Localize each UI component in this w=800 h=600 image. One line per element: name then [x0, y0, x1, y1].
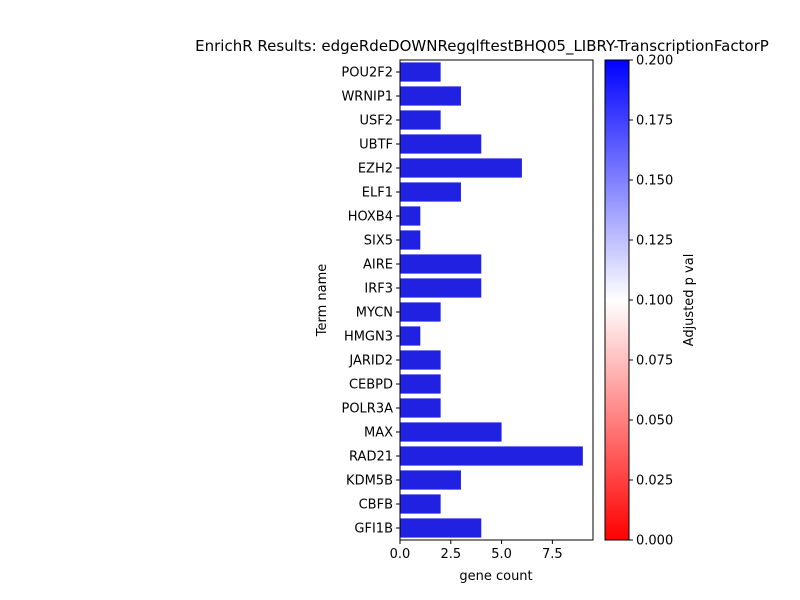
x-axis-label: gene count [459, 569, 532, 584]
y-tick-label: SIX5 [364, 234, 393, 249]
colorbar-tick-label: 0.175 [636, 114, 673, 129]
y-tick-label: EZH2 [358, 162, 393, 177]
colorbar-tick-label: 0.025 [636, 474, 673, 489]
bar-cbfb [400, 494, 441, 514]
y-tick-label: RAD21 [349, 450, 393, 465]
bar-kdm5b [400, 470, 461, 490]
bar-gfi1b [400, 518, 482, 538]
y-tick-label: ELF1 [362, 186, 393, 201]
y-tick-label: POLR3A [341, 402, 393, 417]
x-ticks-group: 0.0 2.5 5.0 7.5 [390, 540, 563, 562]
colorbar-tick-label: 0.000 [636, 534, 673, 549]
x-tick-label: 7.5 [542, 547, 563, 562]
bar-rad21 [400, 446, 583, 466]
bar-polr3a [400, 398, 441, 418]
bar-hmgn3 [400, 326, 421, 346]
colorbar-tick-label: 0.200 [636, 54, 673, 69]
colorbar-label: Adjusted p val [682, 254, 697, 347]
bar-ezh2 [400, 158, 522, 178]
colorbar-ticks-group: 0.000 0.025 0.050 0.075 0.100 0.125 0.150 0.175… [629, 54, 673, 549]
y-tick-label: POU2F2 [341, 66, 393, 81]
bars-group [400, 62, 583, 538]
bar-usf2 [400, 110, 441, 130]
y-tick-label: JARID2 [348, 354, 393, 369]
bar-elf1 [400, 182, 461, 202]
plot-frame [399, 59, 594, 541]
y-tick-label: USF2 [359, 114, 393, 129]
bar-hoxb4 [400, 206, 421, 226]
bar-aire [400, 254, 482, 274]
colorbar-tick-label: 0.075 [636, 354, 673, 369]
colorbar-gradient [605, 60, 629, 540]
x-tick-label: 2.5 [440, 547, 461, 562]
y-tick-label: MYCN [356, 306, 393, 321]
bar-max [400, 422, 502, 442]
x-tick-label: 5.0 [491, 547, 512, 562]
colorbar-tick-label: 0.150 [636, 174, 673, 189]
y-tick-label: CBFB [359, 498, 393, 513]
bar-wrnip1 [400, 86, 461, 106]
bar-pou2f2 [400, 62, 441, 82]
colorbar-tick-label: 0.050 [636, 414, 673, 429]
y-tick-label: WRNIP1 [341, 90, 393, 105]
y-tick-label: AIRE [363, 258, 393, 273]
y-tick-label: MAX [364, 426, 393, 441]
y-tick-label: GFI1B [354, 522, 393, 537]
plot-area: POU2F2 WRNIP1 USF2 UBTF EZH2 ELF1 HOXB4 SIX5 AIR… [341, 59, 594, 562]
y-tick-label: HMGN3 [344, 330, 393, 345]
bar-cebpd [400, 374, 441, 394]
bar-six5 [400, 230, 421, 250]
bar-irf3 [400, 278, 482, 298]
y-ticks-group: POU2F2 WRNIP1 USF2 UBTF EZH2 ELF1 HOXB4 SIX5 AIR… [341, 66, 400, 537]
bar-ubtf [400, 134, 482, 154]
colorbar-tick-label: 0.125 [636, 234, 673, 249]
y-axis-label: Term name [315, 264, 330, 338]
bar-mycn [400, 302, 441, 322]
chart-title: EnrichR Results: edgeRdeDOWNRegqlftestBH… [195, 37, 769, 56]
x-tick-label: 0.0 [390, 547, 411, 562]
y-tick-label: KDM5B [346, 474, 393, 489]
y-tick-label: UBTF [359, 138, 393, 153]
y-tick-label: IRF3 [364, 282, 393, 297]
colorbar-tick-label: 0.100 [636, 294, 673, 309]
y-tick-label: HOXB4 [348, 210, 393, 225]
y-tick-label: CEBPD [349, 378, 393, 393]
colorbar: 0.000 0.025 0.050 0.075 0.100 0.125 0.150 0.175… [604, 54, 673, 549]
bar-jarid2 [400, 350, 441, 370]
